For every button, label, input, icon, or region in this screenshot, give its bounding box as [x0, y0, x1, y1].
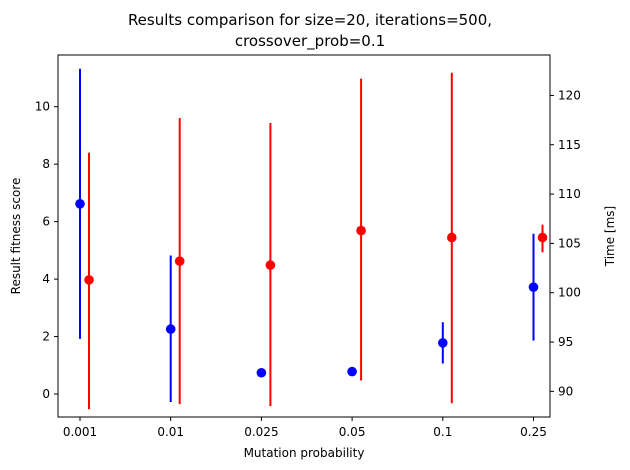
x-tick-label-0: 0.001 [63, 425, 97, 439]
y-axis-left-label: Result fitness score [9, 178, 23, 295]
y-right-tick-label-1: 95 [558, 335, 573, 349]
x-axis-label: Mutation probability [244, 446, 365, 460]
time-point-5 [537, 232, 548, 243]
time-point-1 [174, 256, 185, 266]
fitness-point-4 [438, 338, 448, 348]
x-tick-label-1: 0.01 [157, 425, 184, 439]
y-right-tick-label-3: 105 [558, 236, 581, 250]
fitness-point-1 [165, 324, 176, 334]
x-tick-label-3: 0.05 [339, 425, 366, 439]
fitness-point-5 [528, 282, 539, 292]
y-axis-right-label: Time [ms] [603, 206, 617, 268]
data-marks [75, 68, 548, 410]
y-left-tick-label-1: 2 [42, 330, 50, 344]
time-point-2 [265, 260, 276, 270]
y-left-tick-label-5: 10 [35, 100, 50, 114]
fitness-point-3 [347, 366, 357, 377]
y-right-tick-label-4: 110 [558, 187, 581, 201]
y-left-tick-label-0: 0 [42, 387, 50, 401]
y-left-tick-label-3: 6 [42, 215, 50, 229]
y-right-tick-label-2: 100 [558, 286, 581, 300]
x-tick-label-5: 0.25 [520, 425, 547, 439]
plot-frame [57, 54, 551, 418]
axis-ticks: 0.001 0.01 0.025 0.05 0.1 0.25 0 2 4 6 8 10 90 95 100 1… [35, 88, 581, 439]
y-right-tick-label-6: 120 [558, 88, 581, 102]
y-left-tick-label-4: 8 [42, 157, 50, 171]
fitness-point-0 [75, 199, 85, 209]
time-point-3 [356, 225, 366, 236]
y-right-tick-label-5: 115 [558, 138, 581, 152]
fitness-point-2 [256, 367, 267, 378]
time-point-4 [447, 232, 457, 243]
x-tick-label-2: 0.025 [244, 425, 278, 439]
x-tick-label-4: 0.1 [433, 425, 452, 439]
chart-title-line-2: crossover_prob=0.1 [235, 32, 385, 51]
chart-title-line-1: Results comparison for size=20, iteratio… [128, 11, 492, 29]
y-left-tick-label-2: 4 [42, 272, 50, 286]
y-right-tick-label-0: 90 [558, 384, 573, 398]
time-point-0 [84, 275, 94, 285]
